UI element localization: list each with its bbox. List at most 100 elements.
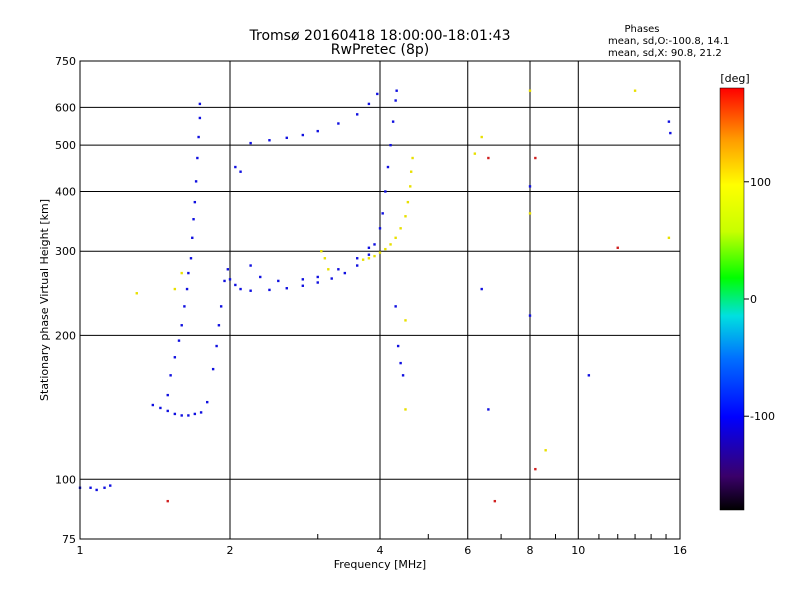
x-axis-label: Frequency [MHz] (334, 558, 426, 571)
x-tick-label: 10 (571, 544, 585, 557)
data-point (316, 129, 319, 133)
y-tick-label: 400 (55, 185, 76, 198)
info-line-x: mean, sd,X: 90.8, 21.2 (608, 48, 722, 59)
data-point (391, 120, 395, 123)
data-point (386, 165, 390, 169)
y-axis-label: Stationary phase Virtual Height [km] (38, 199, 51, 401)
data-point (211, 367, 215, 371)
data-point (480, 287, 483, 291)
data-point (404, 408, 407, 411)
y-tick-label: 75 (62, 533, 76, 546)
colorbar: [deg] 100 0 -100 (719, 72, 775, 511)
data-point (268, 288, 271, 292)
data-point (378, 251, 382, 254)
y-tick-label: 500 (55, 139, 76, 152)
data-point (376, 92, 379, 96)
y-axis-ticks: 75 100 200 300 400 500 600 750 (55, 55, 76, 546)
y-tick-label: 200 (55, 329, 76, 342)
x-tick-label: 6 (464, 544, 471, 557)
data-point (103, 486, 106, 489)
data-point (669, 131, 672, 135)
data-point (389, 243, 392, 246)
data-point (384, 190, 387, 193)
chart-title: Tromsø 20160418 18:00:00-18:01:43 (249, 28, 511, 44)
data-point (528, 89, 532, 92)
data-point (285, 287, 288, 290)
data-point (528, 314, 532, 317)
data-point (226, 268, 230, 271)
data-point (395, 89, 398, 92)
data-point (396, 344, 400, 348)
data-point (198, 116, 202, 120)
data-point (343, 271, 347, 275)
data-point (180, 271, 183, 275)
data-point (528, 212, 532, 215)
data-point (316, 275, 319, 279)
plot-frame (79, 60, 681, 540)
data-point (239, 287, 242, 291)
data-point (378, 227, 382, 230)
data-point (367, 257, 371, 260)
data-point (633, 89, 637, 92)
data-point (487, 156, 490, 160)
data-point (528, 185, 532, 188)
data-point (234, 283, 237, 287)
data-point (166, 499, 169, 503)
data-point (667, 236, 671, 240)
data-point (487, 408, 490, 411)
data-point (493, 499, 497, 503)
data-point (367, 246, 371, 249)
data-points (78, 89, 672, 503)
data-point (355, 113, 359, 116)
data-point (249, 289, 252, 292)
data-point (320, 250, 323, 253)
data-point (259, 275, 262, 279)
data-point (301, 284, 305, 287)
x-tick-label: 1 (77, 544, 84, 557)
data-point (534, 156, 537, 160)
data-point (394, 99, 397, 102)
colorbar-ticks: 100 0 -100 (744, 176, 775, 423)
data-point (187, 271, 190, 275)
data-point (219, 305, 223, 308)
data-point (285, 136, 288, 140)
data-point (404, 215, 407, 218)
data-point (192, 218, 195, 221)
data-point (404, 319, 407, 322)
data-point (166, 393, 169, 397)
data-point (473, 152, 477, 155)
data-point (399, 361, 402, 365)
data-point (389, 143, 392, 147)
data-point (151, 403, 155, 407)
x-axis-ticks: 1 2 4 6 8 10 16 (77, 534, 687, 557)
data-point (616, 246, 619, 249)
data-point (196, 156, 199, 160)
data-point (268, 139, 271, 142)
data-point (234, 165, 237, 169)
data-point (277, 279, 280, 283)
chart-subtitle: RwPretec (8p) (331, 42, 429, 58)
data-point (239, 170, 242, 173)
info-heading: Phases (624, 24, 659, 35)
data-point (394, 305, 397, 308)
data-point (367, 253, 371, 256)
data-point (355, 257, 359, 260)
data-point (409, 185, 412, 188)
info-line-o: mean, sd,O:-100.8, 14.1 (608, 36, 729, 47)
data-point (109, 484, 112, 487)
x-tick-label: 2 (227, 544, 234, 557)
data-point (401, 374, 405, 377)
info-box: Phases mean, sd,O:-100.8, 14.1 mean, sd,… (608, 24, 729, 59)
data-point (330, 277, 333, 280)
data-point (197, 135, 200, 139)
data-point (193, 200, 197, 204)
data-point (384, 247, 387, 251)
data-point (249, 264, 252, 267)
data-point (187, 414, 190, 417)
colorbar-tick-label: 0 (750, 293, 757, 306)
data-point (355, 264, 359, 267)
data-point (587, 374, 591, 377)
data-point (169, 374, 172, 377)
data-point (198, 102, 202, 106)
